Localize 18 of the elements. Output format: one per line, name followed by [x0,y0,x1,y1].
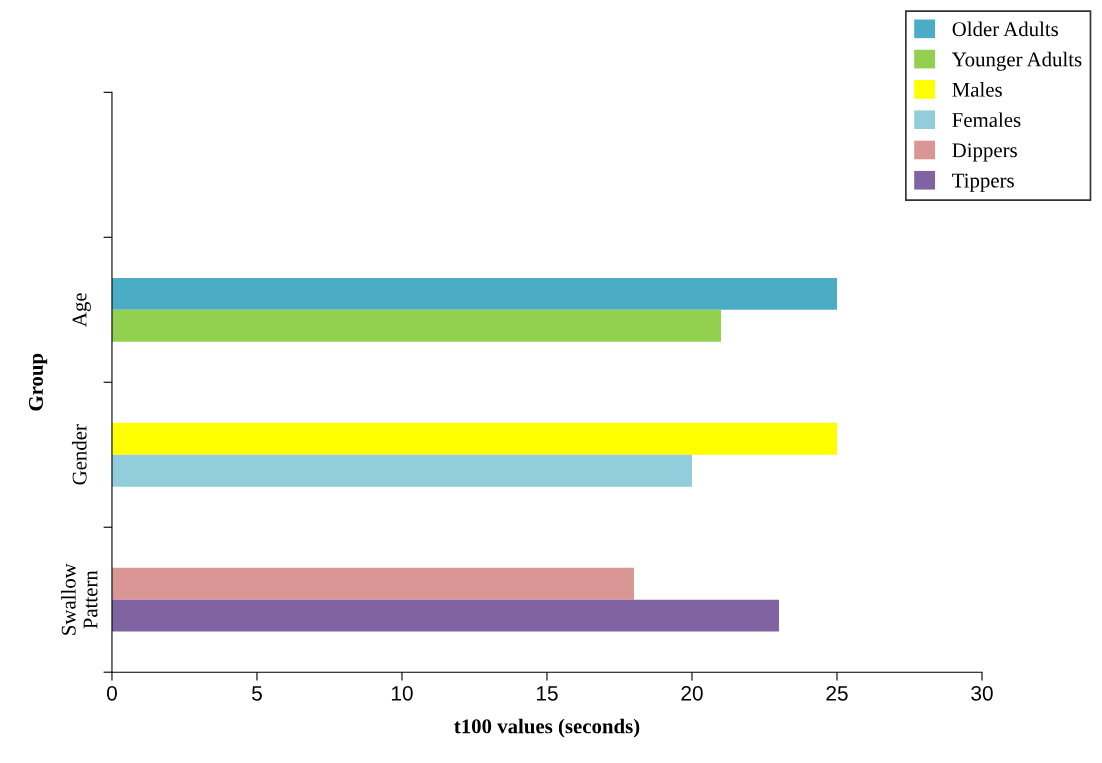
legend-label: Tippers [952,173,1014,192]
y-tick-label: Swallow Pattern [61,563,98,635]
y-tick-label: Age [72,293,91,327]
x-tick-label: 5 [252,686,262,701]
legend-label: Younger Adults [951,51,1082,71]
x-axis-title: t100 values (seconds) [454,718,640,738]
y-tick-label: Gender [71,424,87,485]
y-axis-title: Group [28,353,48,411]
x-tick-label: 0 [106,685,117,701]
x-tick-label: 10 [391,685,413,701]
x-tick-label: 25 [826,685,848,701]
x-tick-label: 30 [971,685,993,701]
legend-label: Older Adults [952,21,1059,37]
legend-label: Females [952,112,1021,128]
x-tick-label: 15 [536,686,558,701]
x-tick-label: 20 [681,685,703,701]
legend-label: Dippers [952,143,1017,162]
legend-label: Males [952,82,1002,97]
